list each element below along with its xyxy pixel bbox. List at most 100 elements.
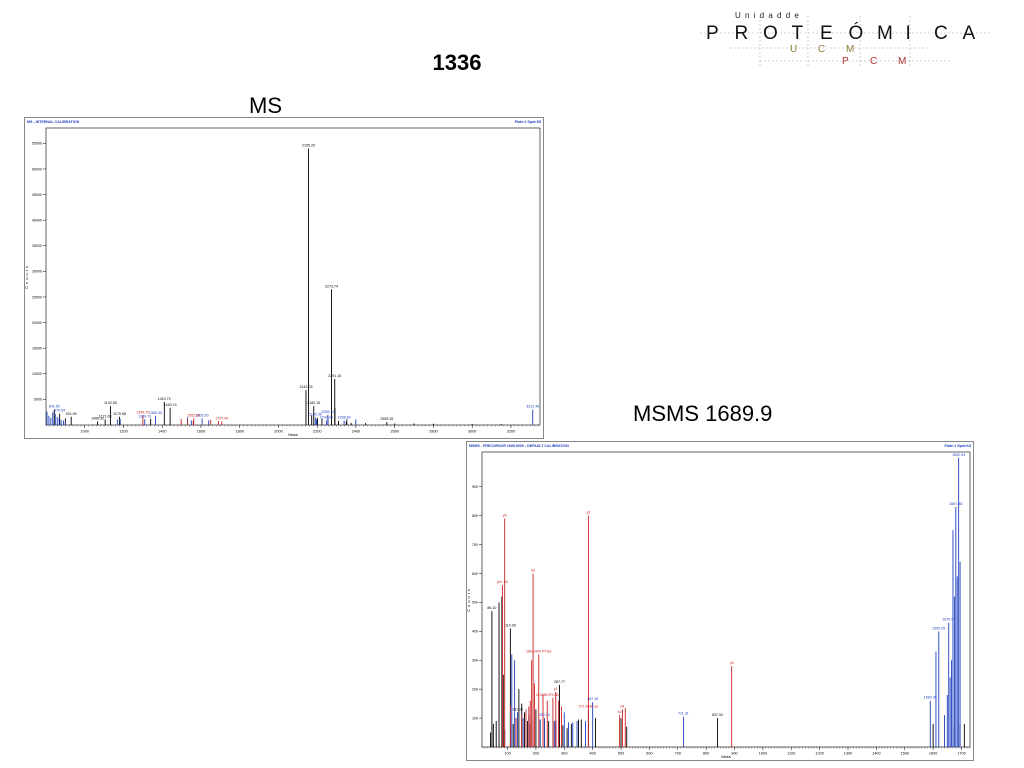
peak-label: y3 [586,511,590,515]
peak-label: b3 [531,568,535,572]
y-axis-label: Counts [24,264,29,289]
peak-label: 1605.50 [196,413,209,417]
peak-label: 2142.03 [299,385,312,389]
logo-letter: C [934,23,948,44]
y-tick-label: 400 [472,630,478,634]
peak-label: 711.31 [678,712,689,716]
logo-letter: O [763,23,778,44]
page-title: 1336 [432,50,482,75]
x-tick-label: 1700 [957,752,965,756]
logo-top-text: U n i d a d d e [735,11,800,20]
peak-label: 1365.30 [149,411,162,415]
peak-label: y6 [503,514,507,518]
peak-label: 1410.72 [158,397,171,401]
x-tick-label: 1300 [844,752,852,756]
peak-label: 2155.20 [302,143,315,147]
y-axis-label: Counts [466,587,471,612]
y-tick-label: 300 [472,659,478,663]
x-tick-label: 600 [646,752,652,756]
y-tick-label: 50000 [32,167,42,171]
y-tick-label: 800 [472,514,478,518]
peak-label: 1309.70 [138,414,151,418]
peak-label: G.0880-RY.88 [536,693,558,697]
peak-label: 1590.05 [932,626,945,630]
peak-label: 1440.74 [164,403,177,407]
logo-letter: Ó [849,22,864,44]
peak-label: b4 [620,704,624,708]
chart-frame [24,117,544,439]
ms-chart-label: MS [249,93,282,118]
x-tick-label: 1500 [901,752,909,756]
msms-spectrum-chart: MSMS - PRECURSOR 1689.9000 - DEFAULT CAL… [466,441,974,761]
logo-ucm-letter: C [818,44,825,55]
peak-label: 387.18 [587,697,598,701]
peak-label: y5 [730,661,734,665]
peak-label: 86.10 [487,606,496,610]
x-tick-label: 2000 [274,430,282,434]
y-tick-label: 10000 [32,372,42,376]
x-axis-label: Mass [288,432,298,437]
y-tick-label: 25000 [32,295,42,299]
peak-label: 371.9480 y2 [578,704,598,708]
x-tick-label: 1000 [759,752,767,756]
peak-label: 2559.35 [380,417,393,421]
peak-label: 921.90 [66,412,77,416]
ms-spectrum-chart: MS - INTERNAL CALIBRATION Plate:1 Spot:S5… [24,117,544,439]
chart-header-right: Plate:1 Spot:K8 [944,444,971,448]
x-tick-label: 800 [703,752,709,756]
x-axis-label: Mass [721,754,731,759]
y-tick-label: 35000 [32,244,42,248]
logo-letter: T [792,23,804,44]
peak-label: 1171.63 [99,414,112,418]
peak-label: 110.06 [505,623,516,627]
logo-pcm-letter: C [870,56,877,67]
x-tick-label: 700 [675,752,681,756]
peak-label: 287.77 [554,680,565,684]
plot-area [45,127,541,426]
x-tick-label: 1200 [119,430,127,434]
x-tick-label: 900 [731,752,737,756]
peak-label: 2255.40 [321,410,334,414]
peak-label: 2247.40 [320,415,333,419]
chart-frame [466,441,974,761]
peak-label: 2273.74 [325,284,338,288]
peak-label: 185.9490 PYGe [526,649,552,653]
x-tick-label: 1600 [197,430,205,434]
peak-label: 1692.94 [952,453,965,457]
peak-label: 842.50 [49,405,60,409]
peak-label: 1345.70 [136,410,149,414]
y-tick-label: 700 [472,543,478,547]
x-tick-label: 1200 [815,752,823,756]
y-tick-label: 100 [472,716,478,720]
y-tick-label: 45000 [32,193,42,197]
peak-label: b2 [618,710,622,714]
y-tick-label: 500 [472,601,478,605]
peak-label: 1179.58 [113,412,126,416]
y-tick-label: 15000 [32,346,42,350]
y-tick-label: 20000 [32,321,42,325]
peak-label: 161.10 [512,707,523,711]
peak-label: 2338.80 [338,415,351,419]
peak-label: 1562.80 [187,413,200,417]
logo-letter: E [820,23,833,44]
peak-label: y4+-b2 [497,580,508,584]
peak-label: 870.54 [54,409,65,413]
y-tick-label: 5000 [34,398,42,402]
y-tick-label: 30000 [32,270,42,274]
x-tick-label: 2400 [352,430,360,434]
x-tick-label: 2800 [429,430,437,434]
peak-label: 837.92 [712,713,723,717]
y-tick-label: 600 [472,572,478,576]
logo-letter: A [963,23,976,44]
peak-label: 1670.97 [942,618,955,622]
logo-letter: P [706,23,719,44]
logo-ucm-letter: M [846,44,854,55]
peak-label: 1132.55 [104,401,117,405]
peak-label: 3312.46 [526,405,539,409]
peak-label: 2182.15 [307,401,320,405]
x-tick-label: 1100 [787,752,795,756]
peak-label: 1066.32 [91,416,104,420]
peak-label: 2291.16 [328,374,341,378]
logo-letter: I [906,23,911,44]
peak-label: 1707.40 [215,416,228,420]
